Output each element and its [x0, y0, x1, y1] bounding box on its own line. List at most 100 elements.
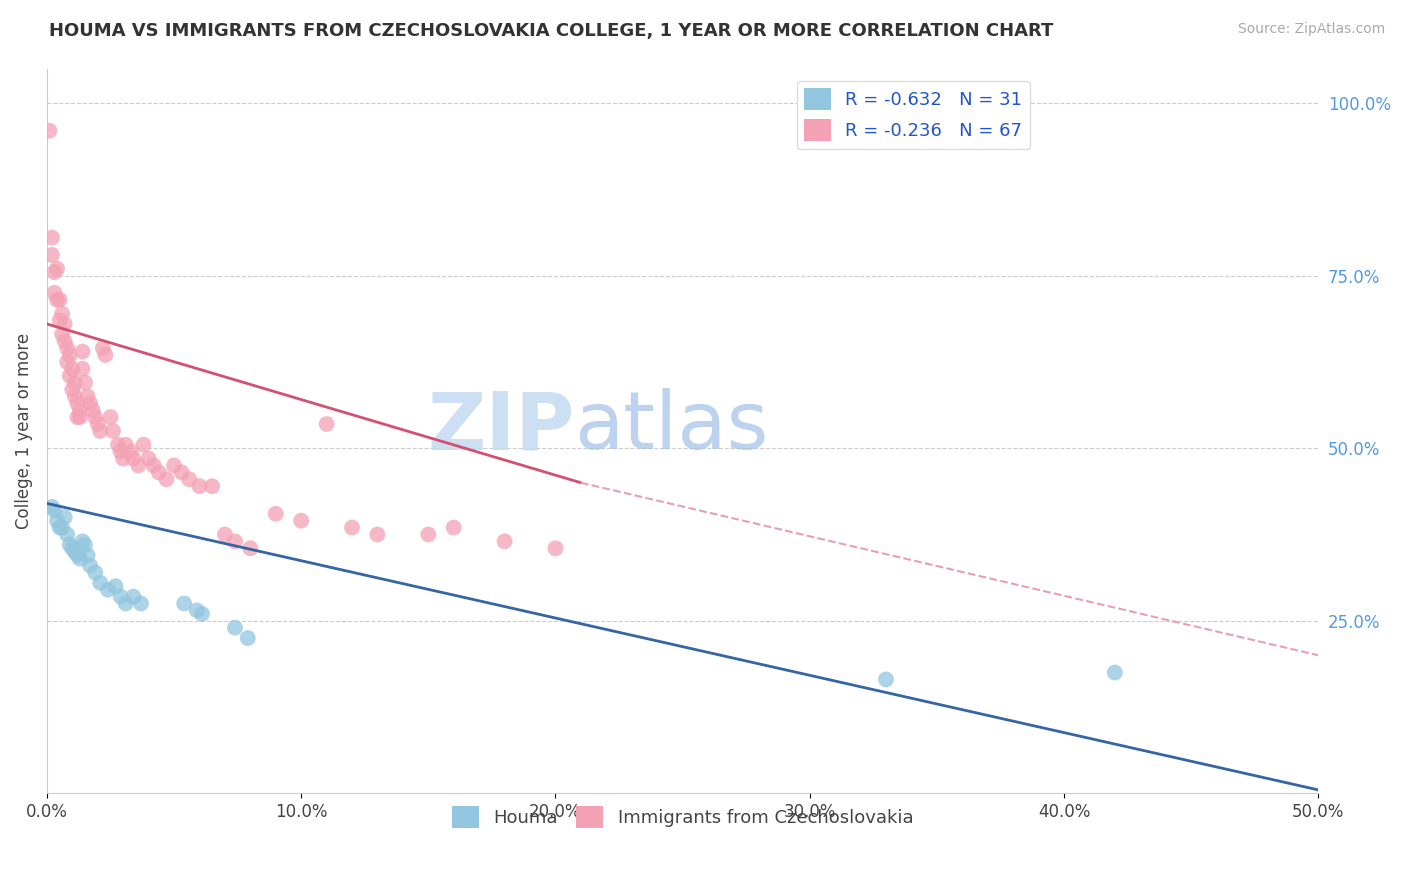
Point — [72, 344, 94, 359]
Point — [73, 538, 96, 552]
Point — [366, 527, 388, 541]
Point — [97, 582, 120, 597]
Point — [44, 503, 66, 517]
Point — [142, 458, 165, 473]
Point — [46, 261, 69, 276]
Point — [59, 538, 82, 552]
Point — [66, 396, 89, 410]
Point — [122, 451, 145, 466]
Point — [53, 334, 76, 349]
Point — [264, 507, 287, 521]
Point — [214, 527, 236, 541]
Point — [89, 424, 111, 438]
Point — [188, 479, 211, 493]
Point — [84, 566, 107, 580]
Point — [163, 458, 186, 473]
Point — [51, 327, 73, 342]
Point — [60, 541, 83, 556]
Point — [53, 317, 76, 331]
Point — [79, 558, 101, 573]
Point — [48, 520, 70, 534]
Point — [418, 527, 440, 541]
Point — [494, 534, 516, 549]
Point — [290, 514, 312, 528]
Point — [148, 466, 170, 480]
Point — [110, 590, 132, 604]
Point — [100, 410, 122, 425]
Point — [46, 293, 69, 307]
Point — [66, 410, 89, 425]
Point — [132, 438, 155, 452]
Point — [60, 361, 83, 376]
Text: Source: ZipAtlas.com: Source: ZipAtlas.com — [1237, 22, 1385, 37]
Point — [122, 590, 145, 604]
Point — [173, 597, 195, 611]
Point — [63, 389, 86, 403]
Point — [1104, 665, 1126, 680]
Point — [76, 548, 98, 562]
Point — [41, 230, 63, 244]
Point — [236, 631, 259, 645]
Point — [107, 438, 129, 452]
Point — [56, 527, 79, 541]
Point — [170, 466, 193, 480]
Point — [224, 621, 246, 635]
Point — [72, 534, 94, 549]
Point — [315, 417, 337, 431]
Point — [110, 444, 132, 458]
Point — [114, 597, 136, 611]
Point — [191, 607, 214, 621]
Point — [875, 673, 897, 687]
Point — [179, 472, 201, 486]
Point — [56, 355, 79, 369]
Point — [53, 510, 76, 524]
Point — [224, 534, 246, 549]
Point — [127, 458, 149, 473]
Point — [87, 417, 110, 431]
Point — [41, 500, 63, 514]
Point — [66, 548, 89, 562]
Point — [56, 341, 79, 355]
Point — [76, 389, 98, 403]
Point — [63, 545, 86, 559]
Point — [51, 520, 73, 534]
Point — [44, 265, 66, 279]
Point — [101, 424, 124, 438]
Point — [59, 368, 82, 383]
Point — [186, 603, 208, 617]
Point — [155, 472, 177, 486]
Point — [69, 410, 91, 425]
Point — [201, 479, 224, 493]
Point — [84, 410, 107, 425]
Text: HOUMA VS IMMIGRANTS FROM CZECHOSLOVAKIA COLLEGE, 1 YEAR OR MORE CORRELATION CHAR: HOUMA VS IMMIGRANTS FROM CZECHOSLOVAKIA … — [49, 22, 1053, 40]
Point — [82, 403, 104, 417]
Point — [69, 403, 91, 417]
Point — [48, 313, 70, 327]
Point — [60, 383, 83, 397]
Point — [46, 514, 69, 528]
Point — [51, 307, 73, 321]
Point — [114, 438, 136, 452]
Point — [44, 285, 66, 300]
Text: ZIP: ZIP — [427, 388, 575, 467]
Text: atlas: atlas — [575, 388, 769, 467]
Point — [79, 396, 101, 410]
Point — [63, 376, 86, 390]
Point — [544, 541, 567, 556]
Point — [59, 348, 82, 362]
Point — [239, 541, 262, 556]
Point — [129, 597, 152, 611]
Point — [91, 341, 114, 355]
Point — [69, 551, 91, 566]
Point — [72, 361, 94, 376]
Point — [48, 293, 70, 307]
Point — [73, 376, 96, 390]
Point — [443, 520, 465, 534]
Point — [38, 123, 60, 137]
Point — [120, 444, 142, 458]
Legend: Houma, Immigrants from Czechoslovakia: Houma, Immigrants from Czechoslovakia — [444, 798, 921, 835]
Point — [94, 348, 117, 362]
Y-axis label: College, 1 year or more: College, 1 year or more — [15, 333, 32, 529]
Point — [340, 520, 363, 534]
Point — [112, 451, 135, 466]
